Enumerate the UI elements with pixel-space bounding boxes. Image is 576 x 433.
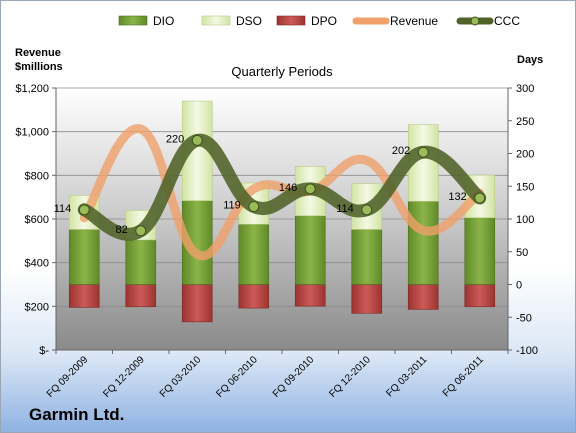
left-axis-title-units: $millions xyxy=(15,61,63,73)
legend: DIO DSO DPO Revenue CCC xyxy=(118,14,520,28)
legend-swatch-dso xyxy=(201,15,231,26)
legend-label: DPO xyxy=(311,14,337,28)
bar-dio xyxy=(125,239,157,285)
x-category-label: FQ 09-2010 xyxy=(271,354,317,400)
right-axis-title: Days xyxy=(517,54,543,66)
legend-label: CCC xyxy=(494,14,520,28)
bar-dpo xyxy=(238,284,270,309)
ccc-data-label: 146 xyxy=(279,182,297,194)
right-tick-label: 150 xyxy=(516,181,534,193)
right-tick-label: 200 xyxy=(516,149,534,161)
company-name: Garmin Ltd. xyxy=(29,405,125,424)
revenue-line xyxy=(79,124,485,261)
ccc-point xyxy=(135,225,147,237)
legend-swatch-dpo xyxy=(276,15,306,26)
bar-dio xyxy=(68,229,100,285)
legend-label: Revenue xyxy=(390,14,438,28)
ccc-point xyxy=(248,201,260,213)
bar-dio xyxy=(351,229,383,285)
legend-label: DSO xyxy=(236,14,262,28)
ccc-data-label: 132 xyxy=(448,191,466,203)
left-tick-label: $200 xyxy=(25,301,49,313)
bar-dio xyxy=(407,201,439,285)
x-category-label: FQ 03-2010 xyxy=(158,354,204,400)
bar-dpo xyxy=(181,284,213,323)
legend-marker-ccc xyxy=(470,16,480,26)
legend-label: DIO xyxy=(153,14,174,28)
bar-dpo xyxy=(68,284,100,308)
right-tick-label: -100 xyxy=(516,345,538,357)
right-tick-label: 100 xyxy=(516,214,534,226)
bar-dio xyxy=(294,215,326,285)
ccc-data-label: 119 xyxy=(223,200,241,212)
x-category-label: FQ 03-2011 xyxy=(384,354,429,399)
bar-dio xyxy=(238,223,270,285)
ccc-point xyxy=(78,204,90,216)
chart-title: Quarterly Periods xyxy=(231,64,333,79)
bar-dpo xyxy=(464,284,496,308)
ccc-point xyxy=(191,134,203,146)
bar-dpo xyxy=(407,284,439,310)
x-category-label: FQ 12-2010 xyxy=(327,354,373,400)
x-category-label: FQ 09-2009 xyxy=(45,354,91,400)
left-tick-label: $600 xyxy=(25,214,49,226)
ccc-line xyxy=(77,133,487,241)
right-tick-label: -50 xyxy=(516,312,532,324)
x-category-label: FQ 06-2010 xyxy=(214,354,260,400)
ccc-point xyxy=(417,146,429,158)
x-category-label: FQ 12-2009 xyxy=(101,354,147,400)
ccc-point xyxy=(361,204,373,216)
ccc-data-label: 82 xyxy=(116,224,128,236)
right-tick-label: 50 xyxy=(516,247,528,259)
right-tick-label: 300 xyxy=(516,83,534,95)
left-tick-label: $1,000 xyxy=(15,127,49,139)
x-category-label: FQ 06-2011 xyxy=(441,354,486,399)
bar-dpo xyxy=(125,284,157,308)
left-tick-label: $- xyxy=(39,345,49,357)
left-axis-title: Revenue xyxy=(15,47,61,59)
ccc-data-label: 220 xyxy=(166,133,184,145)
right-tick-label: 250 xyxy=(516,116,534,128)
left-tick-label: $1,200 xyxy=(15,83,49,95)
ccc-point xyxy=(474,192,486,204)
ccc-data-label: 114 xyxy=(54,203,72,215)
left-tick-label: $400 xyxy=(25,258,49,270)
left-tick-label: $800 xyxy=(25,170,49,182)
ccc-data-label: 114 xyxy=(336,203,354,215)
ccc-point xyxy=(304,183,316,195)
right-tick-label: 0 xyxy=(516,280,522,292)
ccc-data-label: 202 xyxy=(392,145,410,157)
legend-swatch-dio xyxy=(118,15,148,26)
bar-dpo xyxy=(294,284,326,307)
bar-dpo xyxy=(351,284,383,314)
bar-dio xyxy=(464,217,496,285)
